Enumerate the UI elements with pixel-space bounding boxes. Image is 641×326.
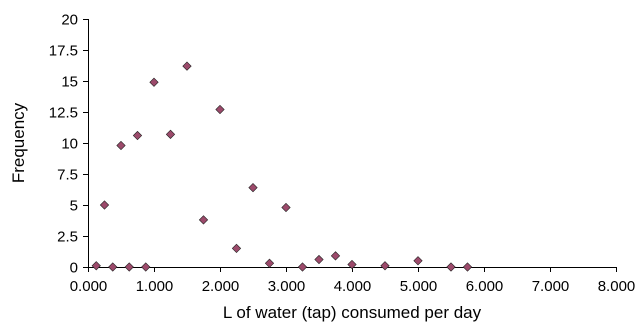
data-point	[99, 200, 110, 210]
data-point	[108, 262, 118, 272]
y-axis-title: Frequency	[9, 102, 28, 183]
data-point	[198, 215, 209, 225]
data-point	[141, 262, 151, 272]
data-point	[124, 262, 134, 272]
data-points	[91, 61, 473, 272]
data-point	[380, 261, 390, 271]
data-point	[314, 254, 324, 265]
y-tick-label: 12.5	[49, 105, 78, 122]
data-point	[91, 261, 101, 271]
y-axis-ticks: 0 2.5 5 7.5 10 12.5 15 17.5 20	[49, 12, 88, 277]
data-point	[347, 259, 357, 270]
x-tick-label: 0.000	[70, 278, 108, 295]
x-tick-label: 5.000	[400, 278, 438, 295]
data-point	[413, 256, 423, 266]
x-tick-label: 8.000	[598, 278, 636, 295]
data-point	[281, 202, 291, 213]
data-point	[182, 61, 192, 71]
y-tick-label: 5	[70, 198, 78, 215]
x-axis-ticks: 0.000 1.000 2.000 3.000 4.000 5.000 6.000 7.000…	[70, 267, 636, 295]
y-tick-label: 15	[61, 74, 78, 91]
data-point	[215, 104, 225, 115]
y-tick-label: 17.5	[49, 43, 78, 60]
x-tick-label: 7.000	[532, 278, 570, 295]
data-point	[248, 183, 258, 193]
data-point	[116, 140, 126, 151]
x-tick-label: 1.000	[136, 278, 174, 295]
data-point	[297, 262, 308, 272]
x-tick-label: 2.000	[202, 278, 240, 295]
y-tick-label: 2.5	[57, 229, 78, 246]
data-point	[132, 130, 143, 141]
data-point	[264, 258, 275, 268]
data-point	[446, 262, 456, 272]
y-tick-label: 7.5	[57, 167, 78, 184]
x-tick-label: 3.000	[268, 278, 306, 295]
data-point	[330, 251, 341, 261]
data-point	[231, 243, 242, 254]
data-point	[165, 129, 176, 139]
y-tick-label: 20	[61, 12, 78, 29]
x-axis-title: L of water (tap) consumed per day	[223, 303, 482, 322]
y-tick-label: 0	[70, 260, 78, 277]
x-tick-label: 6.000	[466, 278, 504, 295]
y-tick-label: 10	[61, 136, 78, 153]
data-point	[462, 262, 473, 272]
x-tick-label: 4.000	[334, 278, 372, 295]
data-point	[149, 77, 159, 87]
